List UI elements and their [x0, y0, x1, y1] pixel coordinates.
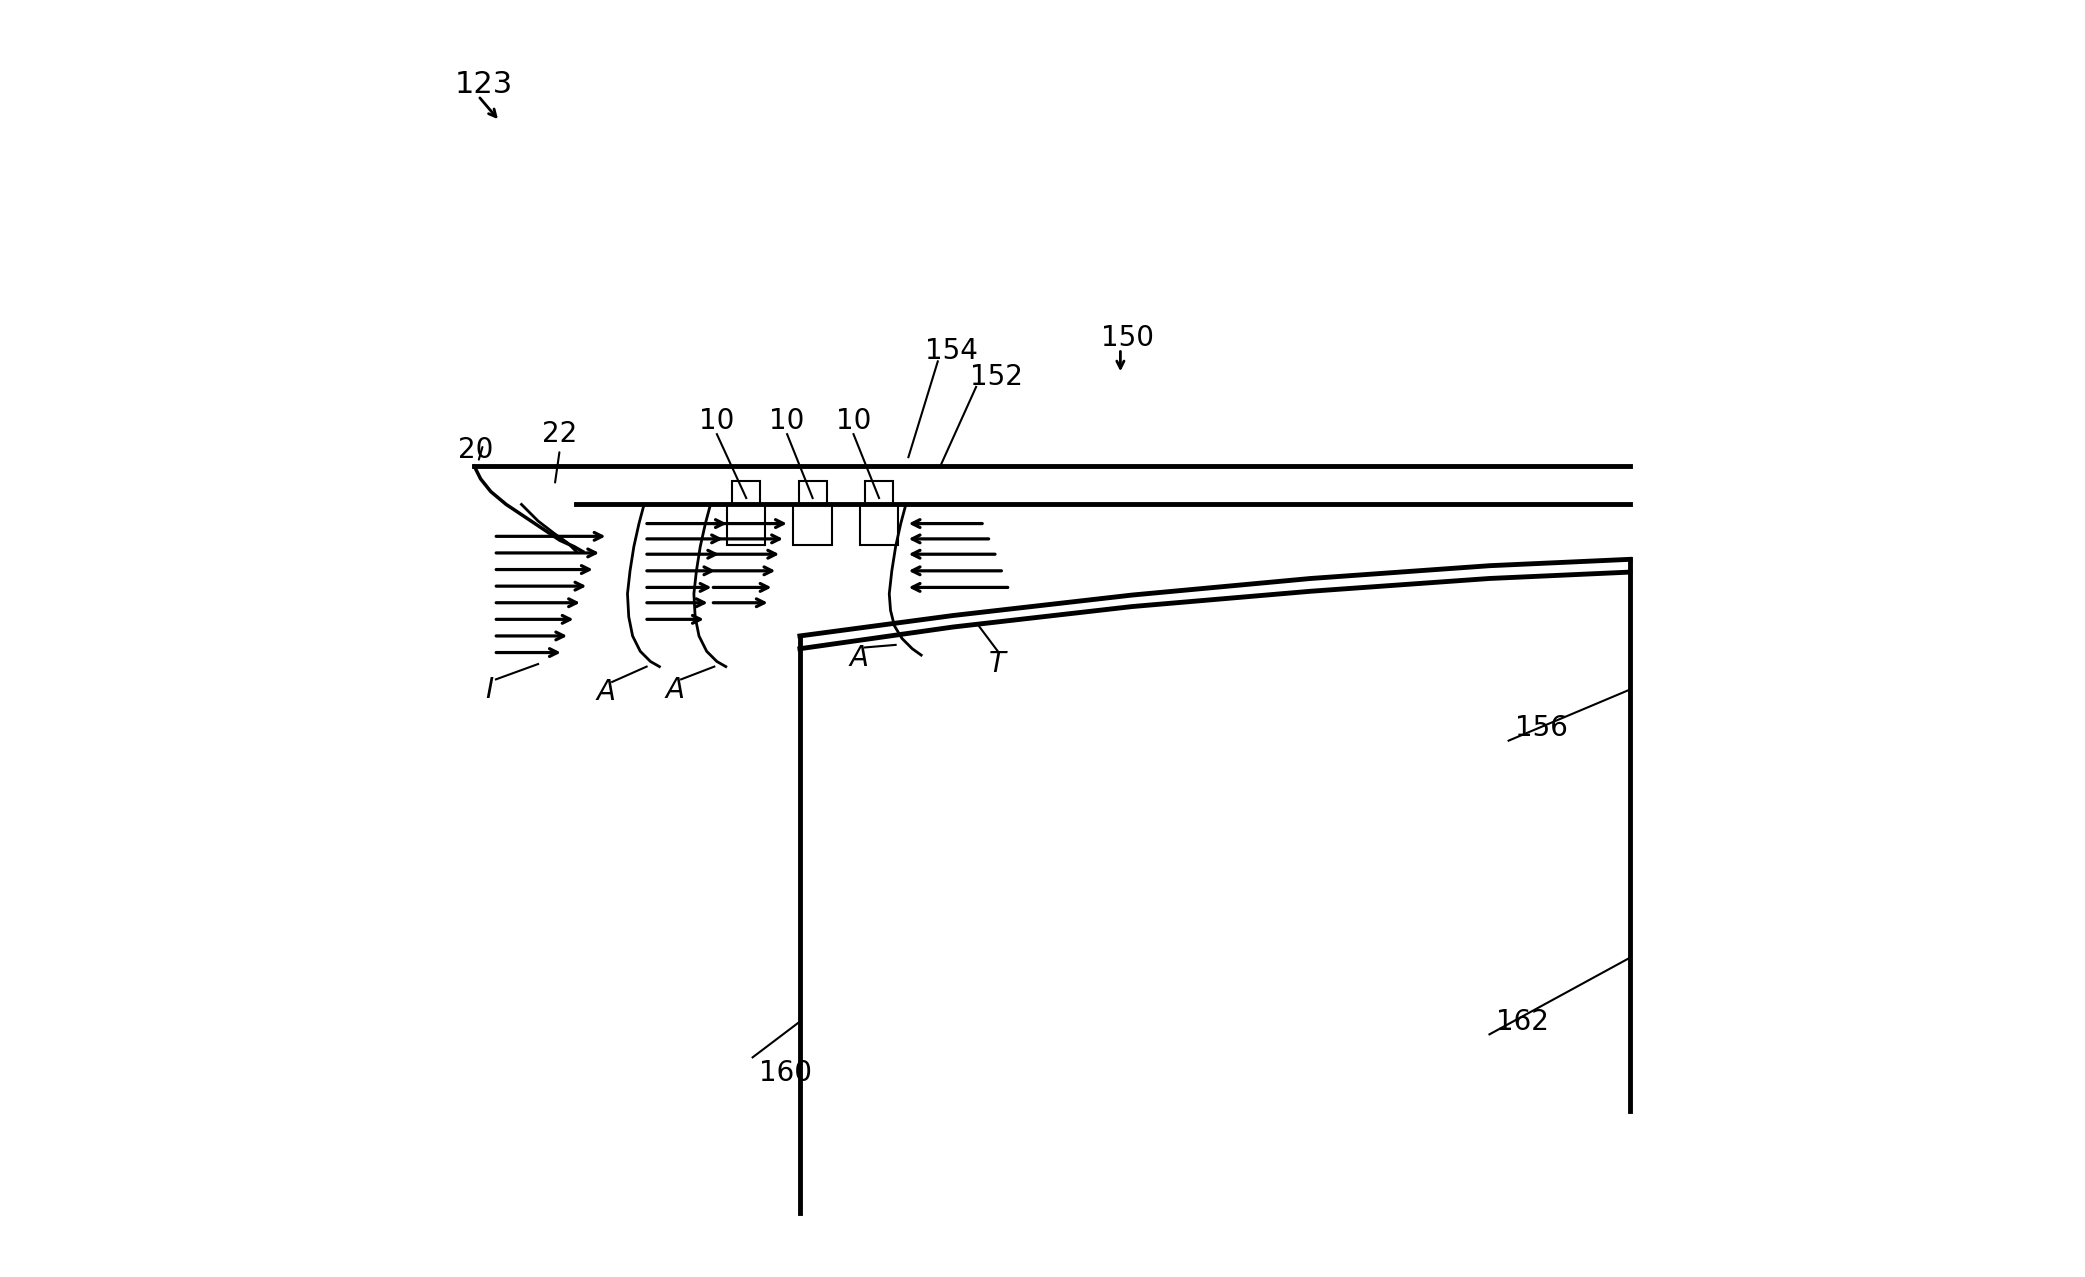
Bar: [732, 481, 761, 504]
Bar: [865, 481, 892, 504]
Bar: [728, 504, 765, 545]
Text: 10: 10: [769, 407, 805, 435]
Text: 152: 152: [970, 363, 1022, 391]
Text: 160: 160: [759, 1059, 811, 1087]
Text: 123: 123: [455, 70, 513, 100]
Text: 20: 20: [457, 435, 492, 464]
Text: I: I: [486, 676, 494, 704]
Text: A: A: [665, 676, 684, 704]
Text: 22: 22: [542, 420, 578, 448]
Bar: [859, 504, 899, 545]
Text: 154: 154: [926, 337, 978, 365]
Bar: [799, 481, 826, 504]
Text: 10: 10: [698, 407, 734, 435]
Bar: [794, 504, 832, 545]
Text: A: A: [596, 678, 615, 706]
Text: 10: 10: [836, 407, 872, 435]
Text: 162: 162: [1495, 1008, 1549, 1036]
Text: 156: 156: [1516, 714, 1568, 742]
Text: 150: 150: [1101, 324, 1155, 352]
Text: A: A: [849, 644, 867, 672]
Text: T: T: [988, 650, 1007, 678]
